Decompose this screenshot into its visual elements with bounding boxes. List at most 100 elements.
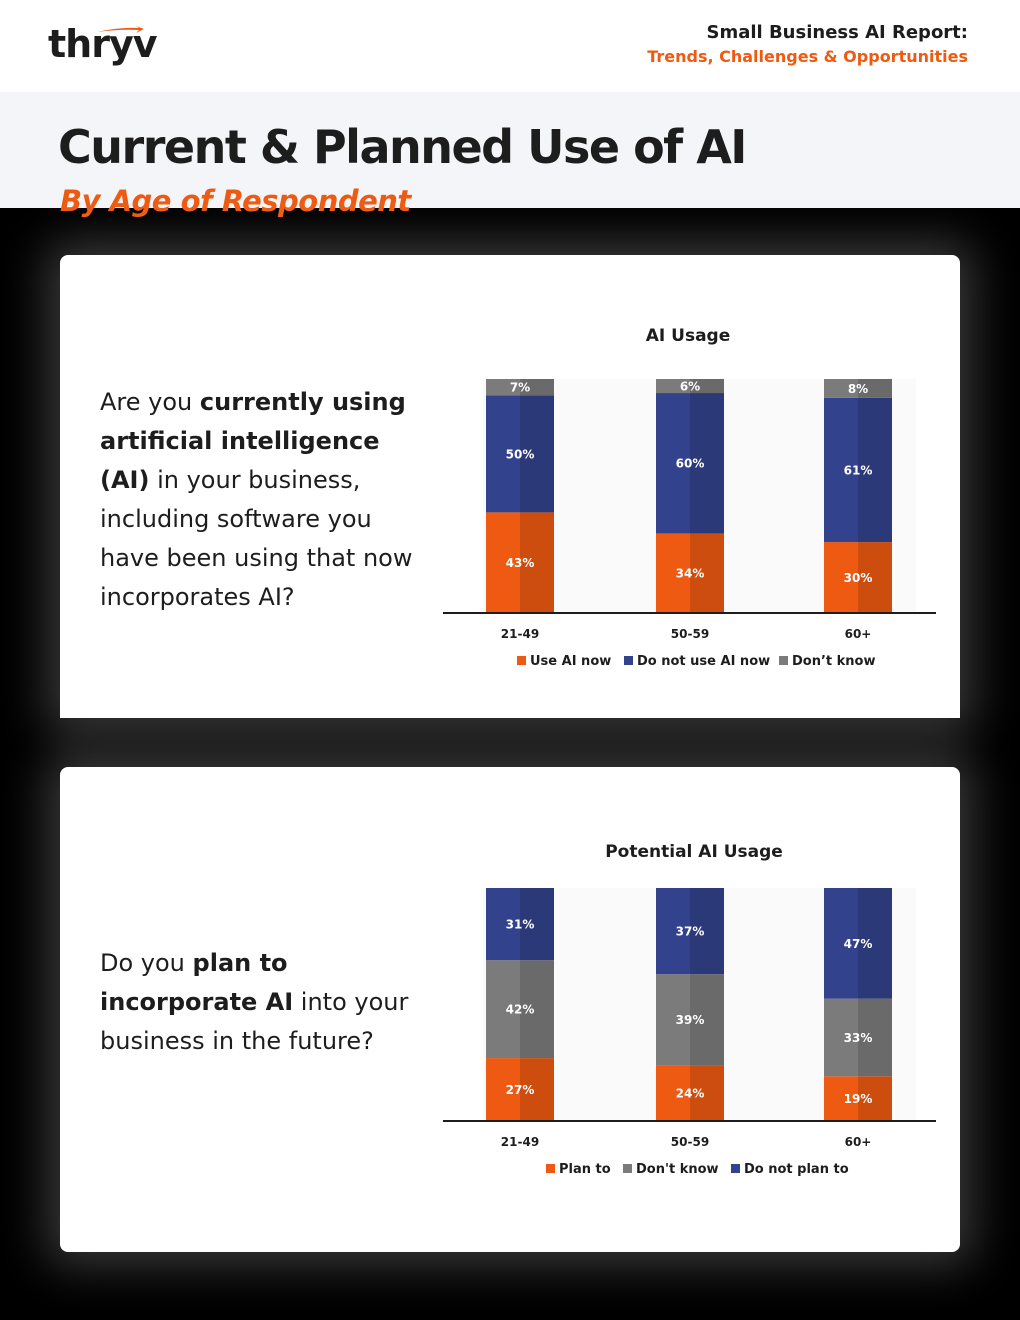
legend-swatch	[779, 656, 788, 665]
question-current-use: Are you currently using artificial intel…	[100, 383, 420, 617]
bar-left-half	[656, 393, 690, 534]
bar-left-half	[824, 397, 858, 543]
data-label: 8%	[848, 382, 868, 396]
legend-label: Plan to	[559, 1162, 611, 1177]
data-label: 30%	[844, 571, 873, 585]
bar-segment	[824, 888, 892, 999]
page-title: Current & Planned Use of AI	[58, 120, 747, 174]
bar-right-half	[858, 379, 892, 398]
bar-left-half	[656, 888, 690, 975]
question-text: in your business, including software you…	[100, 466, 413, 611]
bar-right-half	[690, 533, 724, 613]
bar-segment	[824, 542, 892, 613]
header-bar	[0, 0, 1020, 92]
bar-right-half	[858, 542, 892, 613]
bar-segment	[656, 533, 724, 613]
bar-right-half	[520, 960, 554, 1059]
data-label: 42%	[506, 1003, 535, 1017]
bar-left-half	[486, 379, 520, 396]
bar-right-half	[858, 888, 892, 999]
data-label: 60%	[676, 457, 705, 471]
bar-right-half	[690, 888, 724, 975]
data-label: 7%	[510, 381, 530, 395]
bar-segment	[824, 1076, 892, 1121]
legend-label: Do not use AI now	[637, 654, 770, 669]
x-tick-label: 50-59	[671, 627, 709, 641]
page-subtitle: By Age of Respondent	[60, 184, 411, 218]
bar-segment	[656, 888, 724, 975]
legend-label: Don’t know	[792, 654, 876, 669]
bar-left-half	[656, 533, 690, 613]
logo-swoosh-icon	[97, 26, 144, 33]
bar-left-half	[486, 512, 520, 613]
legend-label: Don't know	[636, 1162, 719, 1177]
data-label: 27%	[506, 1083, 535, 1097]
data-label: 43%	[506, 556, 535, 570]
chart-title: Potential AI Usage	[605, 842, 783, 862]
x-tick-label: 60+	[845, 627, 872, 641]
data-label: 47%	[844, 937, 873, 951]
x-tick-label: 60+	[845, 1135, 872, 1149]
bar-right-half	[690, 974, 724, 1066]
question-text: Do you	[100, 949, 193, 977]
bar-right-half	[858, 397, 892, 543]
bar-left-half	[486, 960, 520, 1059]
bar-right-half	[690, 1065, 724, 1121]
report-title: Small Business AI Report:	[706, 22, 968, 43]
title-band	[0, 92, 1020, 208]
x-tick-label: 50-59	[671, 1135, 709, 1149]
question-text: Are you	[100, 388, 200, 416]
bar-right-half	[520, 395, 554, 513]
chart-title: AI Usage	[646, 326, 731, 346]
question-emphasis: plan to incorporate AI	[100, 949, 294, 1016]
bar-segment	[656, 393, 724, 534]
bar-left-half	[824, 542, 858, 613]
bar-left-half	[486, 888, 520, 961]
bar-left-half	[824, 1076, 858, 1121]
bar-left-half	[486, 395, 520, 513]
bar-segment	[486, 888, 554, 961]
legend-label: Use AI now	[530, 654, 611, 669]
bar-right-half	[858, 1076, 892, 1121]
bar-segment	[486, 1058, 554, 1121]
bar-segment	[486, 960, 554, 1059]
bar-left-half	[656, 1065, 690, 1121]
bar-left-half	[656, 379, 690, 394]
data-label: 19%	[844, 1092, 873, 1106]
bar-left-half	[824, 379, 858, 398]
bar-right-half	[690, 393, 724, 534]
bar-left-half	[824, 998, 858, 1077]
data-label: 24%	[676, 1087, 705, 1101]
bar-left-half	[824, 888, 858, 999]
bar-segment	[486, 379, 554, 396]
bar-segment	[656, 974, 724, 1066]
bar-segment	[824, 379, 892, 398]
data-label: 50%	[506, 447, 535, 461]
legend-swatch	[624, 656, 633, 665]
question-emphasis: currently using artificial intelligence …	[100, 388, 406, 494]
data-label: 31%	[506, 918, 535, 932]
bar-right-half	[858, 998, 892, 1077]
bar-right-half	[520, 379, 554, 396]
bar-segment	[656, 379, 724, 394]
data-label: 61%	[844, 464, 873, 478]
legend-label: Do not plan to	[744, 1162, 849, 1177]
bar-segment	[486, 395, 554, 513]
bar-segment	[824, 397, 892, 543]
bar-left-half	[656, 974, 690, 1066]
legend-swatch	[517, 656, 526, 665]
x-tick-label: 21-49	[501, 627, 539, 641]
bar-left-half	[486, 1058, 520, 1121]
legend-swatch	[623, 1164, 632, 1173]
data-label: 6%	[680, 380, 700, 394]
question-text: into your business in the future?	[100, 988, 409, 1055]
question-planned-use: Do you plan to incorporate AI into your …	[100, 944, 420, 1061]
data-label: 37%	[676, 925, 705, 939]
data-label: 39%	[676, 1013, 705, 1027]
bar-segment	[824, 998, 892, 1077]
data-label: 34%	[676, 567, 705, 581]
bar-right-half	[520, 1058, 554, 1121]
report-subtitle: Trends, Challenges & Opportunities	[647, 47, 968, 66]
